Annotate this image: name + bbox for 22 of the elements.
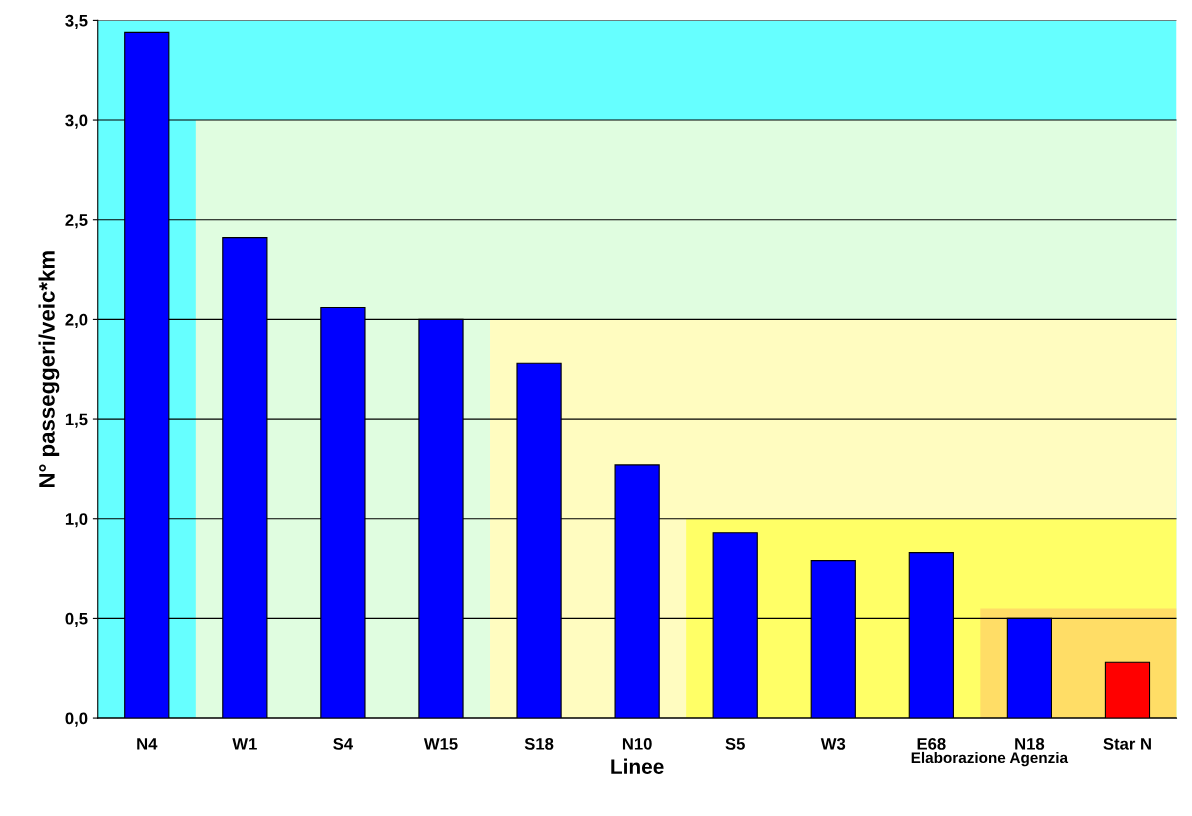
text: Elaborazione Agenzia <box>911 751 1069 767</box>
x-tick-label: S5 <box>725 737 745 750</box>
x-tick-label: N4 <box>137 738 158 750</box>
x-tick-label: W3 <box>820 737 846 750</box>
y-tick-label: 0,5 <box>65 612 88 628</box>
x-tick-label: S4 <box>333 737 354 750</box>
x-tick-label: W1 <box>232 738 257 750</box>
y-tick-label: 1,0 <box>65 513 88 528</box>
y-tick-label: 3,0 <box>65 114 88 129</box>
y-tick-label: 3,5 <box>65 14 88 30</box>
x-tick-label: W15 <box>423 738 458 750</box>
x-tick-label: N18 <box>1015 737 1045 750</box>
y-tick-label: 0,0 <box>65 712 88 727</box>
y-axis-title: N° passeggeri/veic*km <box>38 251 60 488</box>
x-axis-title: Linee <box>611 758 664 774</box>
y-tick-label: 1,5 <box>65 413 88 428</box>
x-tick-label: S18 <box>524 737 554 750</box>
x-tick-label: N10 <box>622 737 652 750</box>
y-tick-label: 2,5 <box>65 214 88 229</box>
x-tick-label: E68 <box>917 737 946 750</box>
x-tick-label: Star N <box>1103 737 1151 750</box>
y-tick-label: 2,0 <box>65 313 88 329</box>
